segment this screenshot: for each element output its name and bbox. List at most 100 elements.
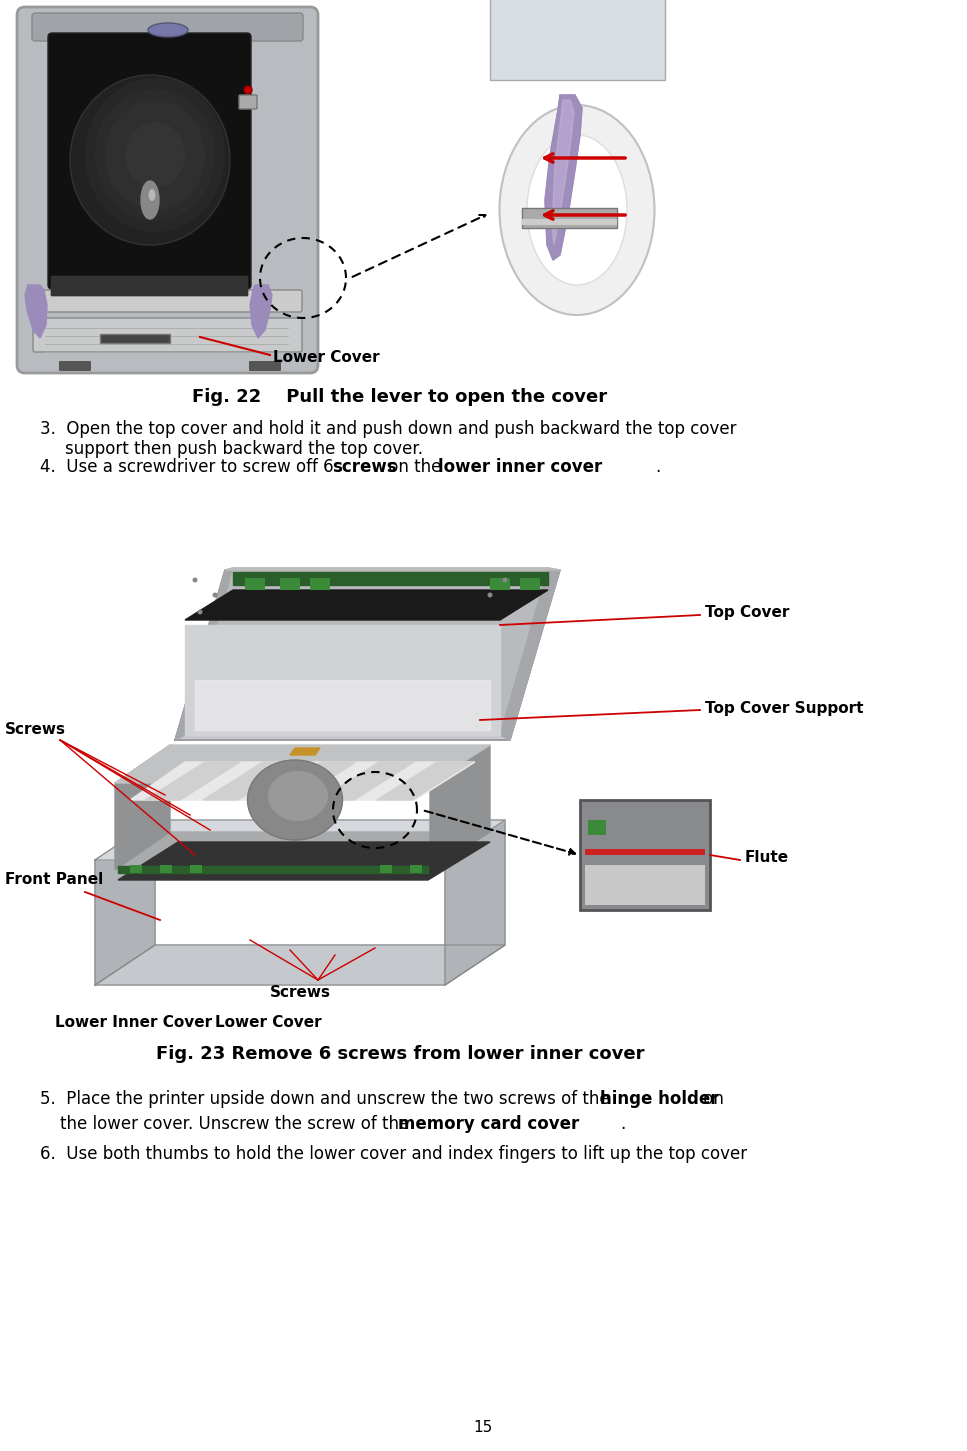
Polygon shape [175, 567, 233, 740]
Ellipse shape [197, 609, 202, 615]
Text: 5.  Place the printer upside down and unscrew the two screws of the: 5. Place the printer upside down and uns… [40, 1090, 615, 1109]
Polygon shape [545, 94, 582, 260]
Bar [380, 865, 392, 874]
Text: Top Cover: Top Cover [705, 605, 789, 621]
Ellipse shape [149, 189, 156, 202]
Text: Fig. 23 Remove 6 screws from lower inner cover: Fig. 23 Remove 6 screws from lower inner… [156, 1045, 644, 1064]
Polygon shape [185, 567, 548, 736]
FancyBboxPatch shape [239, 94, 257, 109]
Polygon shape [290, 749, 320, 755]
Text: Lower Cover: Lower Cover [215, 1016, 322, 1030]
Text: 4.  Use a screwdriver to screw off 6: 4. Use a screwdriver to screw off 6 [40, 459, 338, 476]
Bar [160, 865, 172, 874]
Polygon shape [445, 820, 505, 985]
Polygon shape [545, 94, 582, 260]
Text: the lower cover. Unscrew the screw of the: the lower cover. Unscrew the screw of th… [60, 1114, 415, 1133]
FancyBboxPatch shape [51, 276, 248, 296]
Text: 15: 15 [474, 1421, 492, 1435]
Text: on: on [698, 1090, 724, 1109]
Text: support then push backward the top cover.: support then push backward the top cover… [65, 440, 423, 459]
Text: Fig. 22    Pull the lever to open the cover: Fig. 22 Pull the lever to open the cover [192, 387, 607, 406]
Ellipse shape [70, 75, 230, 245]
Bar [100, 334, 170, 342]
Bar [520, 577, 540, 591]
Ellipse shape [105, 100, 205, 210]
Bar [310, 577, 330, 591]
Ellipse shape [503, 577, 508, 582]
Bar [490, 577, 510, 591]
Ellipse shape [527, 135, 627, 284]
Text: Front Panel: Front Panel [5, 872, 103, 888]
Polygon shape [95, 945, 505, 985]
FancyBboxPatch shape [33, 318, 302, 353]
FancyBboxPatch shape [249, 361, 281, 371]
Text: .: . [655, 459, 660, 476]
Bar [190, 865, 202, 874]
Polygon shape [118, 842, 490, 879]
Polygon shape [185, 625, 500, 736]
Ellipse shape [192, 577, 197, 582]
Bar [245, 577, 265, 591]
Text: Top Cover Support: Top Cover Support [705, 701, 864, 715]
Polygon shape [115, 744, 170, 871]
Polygon shape [377, 762, 472, 800]
Text: on the: on the [383, 459, 447, 476]
Ellipse shape [248, 760, 342, 840]
Polygon shape [250, 284, 272, 338]
Bar [280, 577, 300, 591]
FancyBboxPatch shape [32, 13, 303, 41]
Ellipse shape [95, 89, 215, 221]
Bar [522, 207, 617, 228]
Text: 3.  Open the top cover and hold it and push down and push backward the top cover: 3. Open the top cover and hold it and pu… [40, 419, 737, 438]
FancyBboxPatch shape [17, 7, 318, 373]
Polygon shape [203, 762, 298, 800]
Bar [588, 820, 606, 834]
Text: 6.  Use both thumbs to hold the lower cover and index fingers to lift up the top: 6. Use both thumbs to hold the lower cov… [40, 1145, 747, 1164]
Bar [490, 0, 665, 80]
Text: Screws: Screws [270, 985, 331, 1000]
Bar [522, 219, 617, 225]
Bar [585, 849, 705, 855]
Bar [580, 800, 710, 910]
Bar [130, 865, 142, 874]
Text: screws: screws [332, 459, 396, 476]
Text: Lower Cover: Lower Cover [273, 351, 380, 366]
Text: lower inner cover: lower inner cover [438, 459, 602, 476]
Bar [410, 865, 422, 874]
Text: Flute: Flute [745, 850, 789, 865]
Polygon shape [145, 762, 240, 800]
Ellipse shape [141, 181, 159, 219]
Ellipse shape [125, 122, 185, 189]
Ellipse shape [148, 23, 188, 36]
Ellipse shape [244, 86, 252, 94]
FancyBboxPatch shape [59, 361, 91, 371]
Text: memory card cover: memory card cover [398, 1114, 579, 1133]
Polygon shape [500, 567, 560, 740]
Ellipse shape [268, 770, 328, 821]
Ellipse shape [85, 78, 225, 232]
Polygon shape [195, 681, 490, 730]
Text: hinge holder: hinge holder [600, 1090, 718, 1109]
Polygon shape [552, 100, 574, 245]
Polygon shape [175, 570, 560, 740]
Polygon shape [261, 762, 356, 800]
Polygon shape [95, 820, 155, 985]
Polygon shape [130, 762, 475, 800]
Polygon shape [430, 744, 490, 871]
Text: Screws: Screws [5, 723, 66, 737]
Polygon shape [115, 744, 490, 784]
Polygon shape [185, 591, 548, 620]
Polygon shape [319, 762, 414, 800]
Polygon shape [118, 866, 428, 874]
Ellipse shape [487, 592, 492, 598]
Polygon shape [225, 567, 560, 570]
Polygon shape [95, 820, 505, 860]
Text: Lower Inner Cover: Lower Inner Cover [55, 1016, 212, 1030]
Polygon shape [115, 831, 490, 871]
Polygon shape [25, 284, 47, 338]
Polygon shape [233, 572, 548, 585]
Ellipse shape [500, 104, 655, 315]
Ellipse shape [213, 592, 218, 598]
FancyBboxPatch shape [48, 33, 251, 289]
Bar [585, 865, 705, 905]
